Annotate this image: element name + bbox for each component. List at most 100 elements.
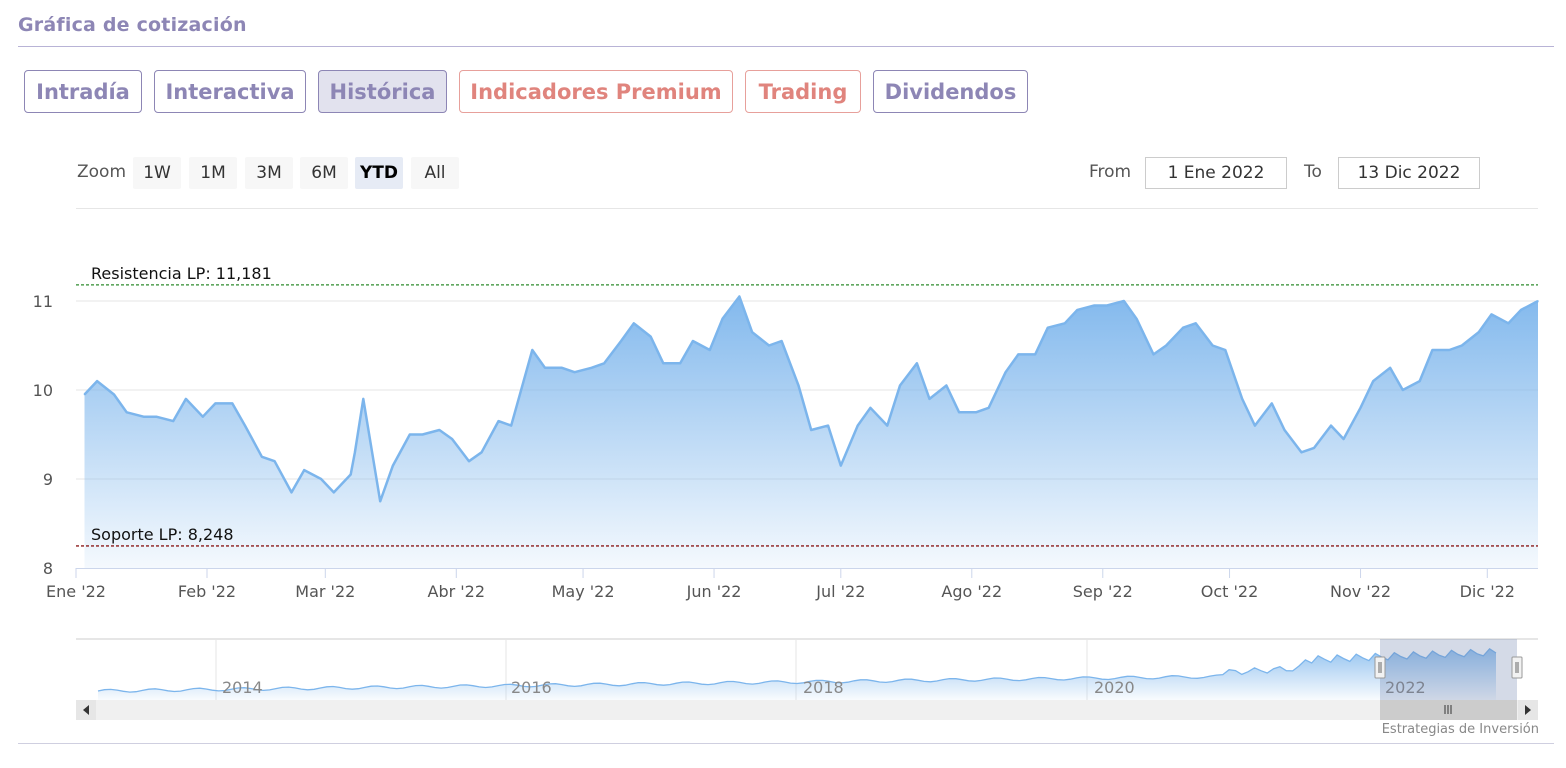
price-point [692,340,694,342]
price-point [827,424,829,427]
price-point [244,424,246,427]
zoom-ytd-button[interactable]: YTD [355,157,403,189]
zoom-6m-button[interactable]: 6M [300,157,348,189]
price-point [603,362,605,365]
tab-trading[interactable]: Trading [745,70,861,113]
price-point [561,367,563,369]
resistance-label: Resistencia LP: 11,181 [91,264,272,283]
price-point [1520,309,1522,311]
price-point [1194,322,1197,325]
price-point [468,460,470,463]
y-tick-label: 8 [43,559,53,578]
price-point [392,464,394,467]
x-tick-label: May '22 [552,582,615,601]
zoom-all-button[interactable]: All [411,157,459,189]
tab-historica[interactable]: Histórica [318,70,447,113]
price-point [1106,304,1108,307]
tab-dividendos[interactable]: Dividendos [873,70,1028,113]
price-point [1271,402,1273,405]
x-tick-label: Dic '22 [1460,582,1515,601]
price-point [751,331,753,333]
price-point [451,438,453,440]
price-point [303,469,306,471]
price-point [214,402,217,405]
price-series-line [83,295,1539,503]
price-point [869,407,872,409]
price-point [142,415,145,418]
price-point [945,384,948,387]
price-point [1418,380,1421,382]
bottom-divider [18,743,1554,744]
price-point [709,349,711,351]
price-point [1076,309,1079,311]
price-point [1224,349,1227,351]
price-point [620,340,622,342]
price-point [573,371,576,374]
price-point [544,367,546,369]
price-point [1300,451,1303,454]
controls-divider [76,208,1538,209]
price-area-fill [84,296,1538,568]
price-point [1342,438,1345,440]
navigator-year-label: 2014 [222,678,263,697]
price-point [1448,349,1451,351]
price-point [202,415,204,418]
price-point [349,473,352,476]
price-point [125,411,128,414]
price-point [438,429,441,431]
price-point [510,424,512,427]
price-point [185,398,187,400]
price-point [590,367,593,369]
to-date-input[interactable]: 13 Dic 2022 [1338,157,1480,189]
price-point [975,411,977,414]
price-point [810,429,812,431]
price-point [379,500,382,503]
price-point [261,456,263,458]
x-tick-label: Mar '22 [295,582,355,601]
price-point [362,398,365,400]
x-tick-label: Feb '22 [178,582,236,601]
navigator-selection [1380,639,1517,700]
zoom-1m-button[interactable]: 1M [189,157,237,189]
price-point [531,349,534,351]
tab-intradia[interactable]: Intradía [24,70,142,113]
price-point [1123,300,1125,302]
price-point [899,384,901,387]
navigator-line [97,647,1497,693]
navigator-year-label: 2020 [1094,678,1135,697]
price-point [780,340,783,342]
price-point [1507,322,1510,325]
price-point [1330,424,1332,427]
price-point [1313,447,1315,449]
price-point [83,393,86,396]
x-tick-label: Oct '22 [1201,582,1259,601]
price-point [354,451,356,454]
price-point [273,460,276,463]
price-point [797,384,800,387]
price-point [958,411,960,414]
zoom-3m-button[interactable]: 3M [245,157,293,189]
zoom-label: Zoom [77,162,127,182]
price-point [172,420,174,422]
from-date-input[interactable]: 1 Ene 2022 [1145,157,1287,189]
price-point [1478,331,1480,333]
price-point [987,407,990,409]
price-point [1283,429,1286,431]
zoom-1w-button[interactable]: 1W [133,157,181,189]
price-point [333,491,335,494]
price-point [916,362,918,365]
x-tick-label: Ago '22 [941,582,1002,601]
scroll-right-arrow-icon [1525,705,1531,715]
to-label: To [1304,162,1322,182]
tab-interactiva[interactable]: Interactiva [154,70,306,113]
y-tick-label: 10 [33,381,53,400]
navigator-area [98,648,1496,700]
price-point [1182,326,1184,329]
tab-indicadores-premium[interactable]: Indicadores Premium [459,70,733,113]
navigator-left-handle-icon[interactable] [1374,656,1386,679]
price-point [1402,389,1404,391]
x-tick-label: Ene '22 [46,582,106,601]
x-tick-label: Nov '22 [1330,582,1391,601]
navigator-right-handle-icon[interactable] [1511,656,1523,679]
